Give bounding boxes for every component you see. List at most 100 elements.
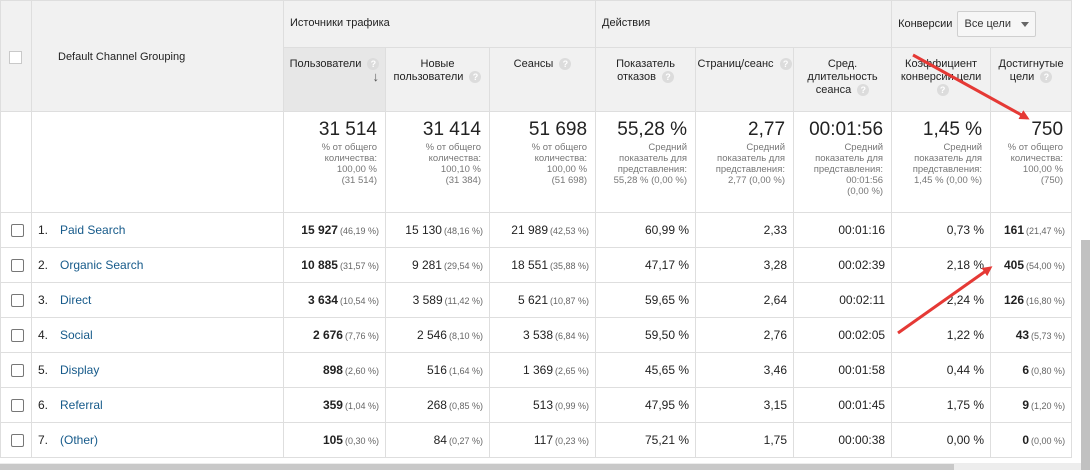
cell-pages-per-session: 3,46 [695,352,795,388]
cell-users: 898 (2,60 %) [283,352,386,388]
cell-sessions: 117 (0,23 %) [488,422,597,458]
channel-link[interactable]: Paid Search [60,223,126,237]
totals-checkbox-cell [0,111,32,213]
column-header-users[interactable]: Пользователи ? ↓ [283,47,386,112]
cell-goal-completions: 6 (0,80 %) [990,352,1073,388]
cell-users: 10 885 (31,57 %) [283,247,386,283]
question-circle-icon[interactable]: ? [559,58,572,71]
column-header-new-users[interactable]: Новые пользователи ? [385,47,490,112]
select-all-cell [0,0,32,112]
channel-link[interactable]: Direct [60,293,92,307]
total-caption: % от общего количества: 100,10 % (31 384) [425,142,481,186]
row-checkbox[interactable] [11,259,24,273]
cell-goal-completions: 9 (1,20 %) [990,387,1073,423]
column-header-goal-completions[interactable]: Достигнутые цели ? [990,47,1073,112]
cell-bounce-rate: 60,99 % [595,212,697,248]
cell-new-users: 3 589 (11,42 %) [385,282,490,318]
channel-link[interactable]: Organic Search [60,258,144,272]
cell-bounce-rate: 45,65 % [595,352,697,388]
channel-cell: 5. Display [31,352,284,388]
table-row: 7. (Other) 105 (0,30 %) 84 (0,27 %) 117 (0,2… [0,422,1073,458]
question-circle-icon[interactable]: ? [1040,71,1053,84]
total-value: 31 414 [422,119,481,140]
horizontal-scrollbar[interactable] [0,464,954,470]
row-checkbox[interactable] [11,224,24,238]
channel-link[interactable]: Social [60,328,93,342]
total-goal-completions: 750% от общего количества: 100,00 % (750) [990,111,1073,213]
total-new-users: 31 414% от общего количества: 100,10 % (31 … [385,111,490,213]
arrow-down-icon: ↓ [372,69,380,84]
column-header-goal-conversion-rate[interactable]: Коэффициент конверсии цели ? [891,47,992,112]
cell-conversion-rate: 0,00 % [891,422,992,458]
total-avg-session-duration: 00:01:56 Средний показатель для представлен… [793,111,893,213]
total-caption: Средний показатель для представления: 2,77 … [715,142,786,186]
channel-cell: 3. Direct [31,282,284,318]
cell-new-users: 9 281 (29,54 %) [385,247,490,283]
row-checkbox[interactable] [11,294,24,308]
row-checkbox[interactable] [11,364,24,378]
totals-label-cell [31,111,284,213]
channel-cell: 6. Referral [31,387,284,423]
table-row: 5. Display 898 (2,60 %) 516 (1,64 %) 1 369(… [0,352,1073,388]
question-circle-icon[interactable]: ? [857,84,870,97]
question-circle-icon[interactable]: ? [469,71,482,84]
cell-new-users: 84 (0,27 %) [385,422,490,458]
cell-bounce-rate: 59,65 % [595,282,697,318]
question-circle-icon[interactable]: ? [661,71,674,84]
table-row: 6. Referral 359 (1,04 %) 268 (0,85 %) 513 (0… [0,387,1073,423]
question-circle-icon[interactable]: ? [367,58,380,71]
cell-avg-duration: 00:02:05 [793,317,893,353]
row-checkbox[interactable] [11,329,24,343]
total-value: 2,77 [748,119,786,140]
total-caption: Средний показатель для представления: 55,28… [613,142,688,186]
cell-conversion-rate: 2,18 % [891,247,992,283]
cell-goal-completions: 161 (21,47 %) [990,212,1073,248]
column-header-avg-session-duration[interactable]: Сред. длительность сеанса ? [793,47,893,112]
cell-goal-completions: 405 (54,00 %) [990,247,1073,283]
channel-cell: 2. Organic Search [31,247,284,283]
cell-pages-per-session: 2,76 [695,317,795,353]
dimension-header[interactable]: Default Channel Grouping [31,0,284,112]
column-header-sessions[interactable]: Сеансы ? [488,47,597,112]
question-circle-icon[interactable]: ? [779,58,792,71]
cell-new-users: 2 546 (8,10 %) [385,317,490,353]
report-table: Default Channel Grouping Источники трафи… [0,0,1073,458]
cell-pages-per-session: 2,33 [695,212,795,248]
cell-users: 105 (0,30 %) [283,422,386,458]
total-caption: % от общего количества: 100,00 % (750) [1007,142,1064,186]
question-circle-icon[interactable]: ? [936,84,949,97]
total-goal-conversion-rate: 1,45 % Средний показатель для представления… [891,111,992,213]
table-row: 3. Direct 3 634 (10,54 %) 3 589 (11,42 %) 5… [0,282,1073,318]
channel-link[interactable]: (Other) [60,433,99,447]
row-checkbox[interactable] [11,434,24,448]
column-header-pages-per-session[interactable]: Страниц/сеанс ? [695,47,795,112]
cell-bounce-rate: 47,95 % [595,387,697,423]
cell-sessions: 513 (0,99 %) [488,387,597,423]
channel-link[interactable]: Referral [60,398,103,412]
select-all-checkbox[interactable] [9,51,22,64]
group-traffic-header: Источники трафика [282,0,597,48]
goal-select[interactable]: Все цели [957,11,1036,37]
cell-pages-per-session: 1,75 [695,422,795,458]
total-pages-per-session: 2,77 Средний показатель для представления: 2… [695,111,795,213]
channel-cell: 1. Paid Search [31,212,284,248]
cell-conversion-rate: 2,24 % [891,282,992,318]
group-actions-header: Действия [595,0,893,48]
cell-avg-duration: 00:01:45 [793,387,893,423]
cell-pages-per-session: 3,15 [695,387,795,423]
row-checkbox-cell [0,247,32,283]
cell-users: 3 634 (10,54 %) [283,282,386,318]
row-checkbox[interactable] [11,399,24,413]
column-header-bounce-rate[interactable]: Показатель отказов ? [595,47,697,112]
vertical-scrollbar[interactable] [1081,240,1090,470]
cell-new-users: 268 (0,85 %) [385,387,490,423]
total-value: 31 514 [318,119,377,140]
cell-avg-duration: 00:01:58 [793,352,893,388]
row-checkbox-cell [0,317,32,353]
table-row: 1. Paid Search 15 927 (46,19 %) 15 130 (48,… [0,212,1073,248]
total-bounce-rate: 55,28 % Средний показатель для представлени… [595,111,697,213]
table-row: 4. Social 2 676 (7,76 %) 2 546 (8,10 %) 3 5… [0,317,1073,353]
channel-link[interactable]: Display [60,363,100,377]
cell-conversion-rate: 0,44 % [891,352,992,388]
cell-sessions: 18 551 (35,88 %) [488,247,597,283]
